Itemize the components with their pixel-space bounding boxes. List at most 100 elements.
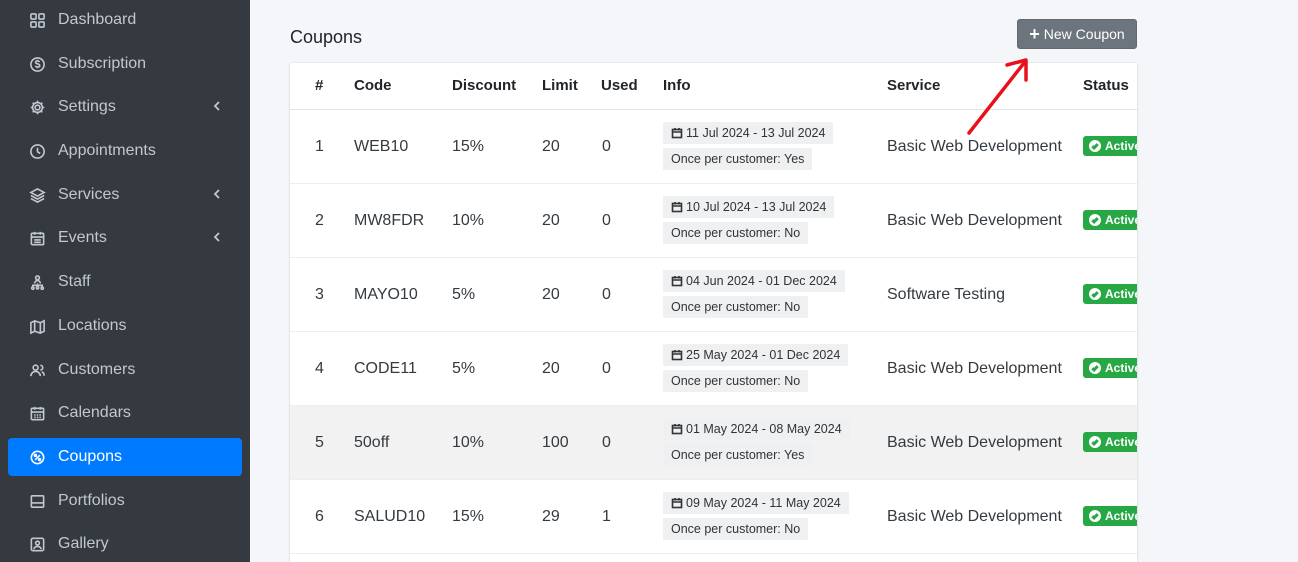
cell-service: Basic Web Development	[887, 508, 1062, 525]
users-icon	[28, 361, 46, 379]
gear-icon	[28, 98, 46, 116]
cell-code: CODE11	[354, 360, 417, 377]
cell-num: 4	[315, 360, 324, 377]
sidebar-item-subscription[interactable]: Subscription	[8, 45, 242, 83]
sidebar-item-label: Locations	[58, 317, 127, 334]
once-per-customer-badge: Once per customer: Yes	[663, 148, 813, 170]
cell-code: MAYO10	[354, 286, 418, 303]
cell-service: Basic Web Development	[887, 138, 1062, 155]
sidebar-item-label: Customers	[58, 361, 136, 378]
status-badge: Active	[1083, 210, 1137, 230]
sidebar-item-staff[interactable]: Staff	[8, 263, 242, 301]
column-header-status: Status	[1083, 77, 1129, 94]
cell-used: 1	[602, 508, 611, 525]
sidebar-item-locations[interactable]: Locations	[8, 307, 242, 345]
chevron-left-icon	[210, 187, 226, 203]
cell-discount: 10%	[452, 212, 485, 229]
date-range-text: 01 May 2024 - 08 May 2024	[686, 422, 842, 436]
calendar-icon	[671, 349, 683, 361]
cell-service: Software Testing	[887, 286, 1005, 303]
sidebar-item-label: Portfolios	[58, 492, 125, 509]
cell-discount: 15%	[452, 138, 485, 155]
sidebar-item-settings[interactable]: Settings	[8, 88, 242, 126]
date-range-text: 09 May 2024 - 11 May 2024	[686, 496, 841, 510]
column-header-limit: Limit	[542, 77, 578, 94]
check-circle-icon	[1089, 140, 1101, 152]
cell-code: WEB10	[354, 138, 409, 155]
sidebar-item-events[interactable]: Events	[8, 219, 242, 257]
status-badge: Active	[1083, 136, 1137, 156]
cell-num: 6	[315, 508, 324, 525]
new-coupon-button-label: New Coupon	[1043, 26, 1125, 42]
table-row[interactable]: 6 SALUD10 15% 29 1 09 May 2024 - 11 May …	[290, 480, 1137, 554]
table-row[interactable]: 3 MAYO10 5% 20 0 04 Jun 2024 - 01 Dec 20…	[290, 258, 1137, 332]
cell-used: 0	[602, 360, 611, 377]
date-range-text: 04 Jun 2024 - 01 Dec 2024	[686, 274, 837, 288]
sidebar-item-label: Calendars	[58, 404, 131, 421]
plus-icon: +	[1029, 24, 1040, 44]
new-coupon-button[interactable]: + New Coupon	[1017, 19, 1137, 49]
sidebar-item-label: Gallery	[58, 535, 109, 552]
sidebar-item-label: Appointments	[58, 142, 156, 159]
cell-num: 2	[315, 212, 324, 229]
cell-limit: 20	[542, 138, 560, 155]
table-row[interactable]: 2 MW8FDR 10% 20 0 10 Jul 2024 - 13 Jul 2…	[290, 184, 1137, 258]
status-text: Active	[1105, 139, 1137, 153]
cell-discount: 5%	[452, 286, 476, 303]
calendar-icon	[671, 275, 683, 287]
sidebar-item-customers[interactable]: Customers	[8, 351, 242, 389]
chevron-left-icon	[210, 99, 226, 115]
cell-limit: 100	[542, 434, 569, 451]
cell-code: 50off	[354, 434, 390, 451]
sidebar-item-label: Services	[58, 186, 120, 203]
sidebar-item-calendars[interactable]: Calendars	[8, 394, 242, 432]
date-range-badge: 10 Jul 2024 - 13 Jul 2024	[663, 196, 835, 218]
layers-icon	[28, 186, 46, 204]
once-per-customer-badge: Once per customer: No	[663, 518, 809, 540]
sidebar-item-dashboard[interactable]: Dashboard	[8, 1, 242, 39]
chevron-left-icon	[210, 230, 226, 246]
column-header-discount: Discount	[452, 77, 517, 94]
date-range-text: 11 Jul 2024 - 13 Jul 2024	[686, 126, 826, 140]
cell-limit: 20	[542, 212, 560, 229]
sidebar-item-label: Subscription	[58, 55, 147, 72]
date-range-badge: 01 May 2024 - 08 May 2024	[663, 418, 850, 440]
cell-service: Basic Web Development	[887, 360, 1062, 377]
calendar-icon	[671, 423, 683, 435]
sidebar-item-services[interactable]: Services	[8, 176, 242, 214]
date-range-text: 10 Jul 2024 - 13 Jul 2024	[686, 200, 827, 214]
cell-discount: 10%	[452, 434, 485, 451]
once-per-customer-badge: Once per customer: Yes	[663, 444, 813, 466]
portfolio-icon	[28, 492, 46, 510]
cell-num: 3	[315, 286, 324, 303]
cell-discount: 15%	[452, 508, 485, 525]
table-row[interactable]: 5 50off 10% 100 0 01 May 2024 - 08 May 2…	[290, 406, 1137, 480]
coupons-table: # Code Discount Limit Used Info Service …	[290, 63, 1137, 562]
once-per-customer-badge: Once per customer: No	[663, 296, 809, 318]
sidebar-item-label: Dashboard	[58, 11, 137, 28]
sidebar-item-coupons[interactable]: Coupons	[8, 438, 242, 476]
cell-code: SALUD10	[354, 508, 426, 525]
sidebar-item-appointments[interactable]: Appointments	[8, 132, 242, 170]
status-text: Active	[1105, 435, 1137, 449]
sidebar-item-gallery[interactable]: Gallery	[8, 525, 242, 562]
map-icon	[28, 317, 46, 335]
table-row[interactable]: 1 WEB10 15% 20 0 11 Jul 2024 - 13 Jul 20…	[290, 110, 1137, 184]
sidebar-item-portfolios[interactable]: Portfolios	[8, 482, 242, 520]
sidebar-item-label: Staff	[58, 273, 91, 290]
cell-used: 0	[602, 212, 611, 229]
cell-discount: 5%	[452, 360, 476, 377]
status-text: Active	[1105, 287, 1137, 301]
cell-used: 0	[602, 286, 611, 303]
gallery-icon	[28, 535, 46, 553]
sidebar-item-label: Coupons	[58, 448, 123, 465]
check-circle-icon	[1089, 362, 1101, 374]
status-badge: Active	[1083, 358, 1137, 378]
status-text: Active	[1105, 361, 1137, 375]
table-row[interactable]: 4 CODE11 5% 20 0 25 May 2024 - 01 Dec 20…	[290, 332, 1137, 406]
cell-code: MW8FDR	[354, 212, 425, 229]
cell-limit: 20	[542, 360, 560, 377]
cell-service: Basic Web Development	[887, 434, 1062, 451]
status-badge: Active	[1083, 506, 1137, 526]
column-header-num: #	[315, 77, 324, 94]
